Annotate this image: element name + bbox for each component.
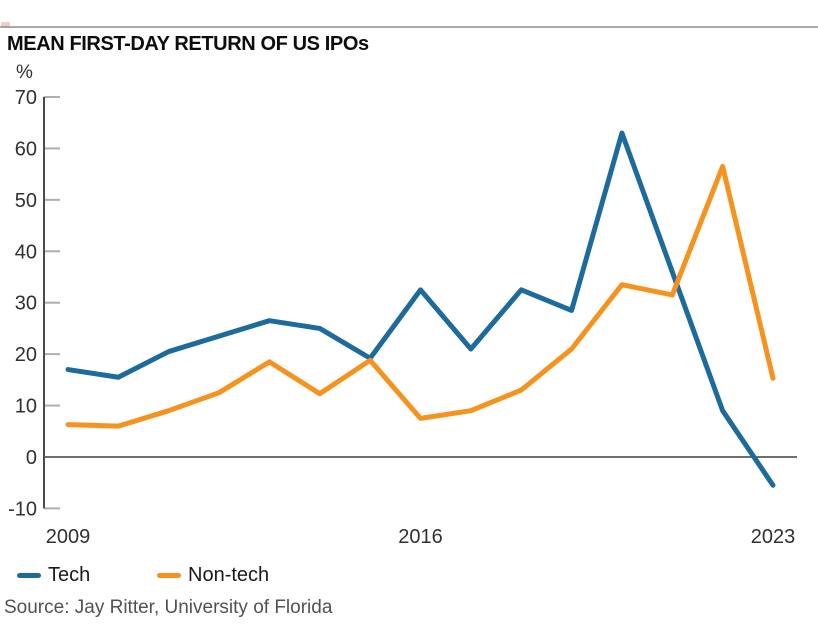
legend-item-nontech: Non-tech — [157, 563, 269, 587]
y-tick-label: 50 — [15, 190, 37, 212]
y-axis-unit-label: % — [16, 62, 33, 83]
legend-label-tech: Tech — [48, 564, 91, 586]
top-divider-rule — [0, 26, 818, 28]
tech-line — [65, 130, 776, 488]
y-tick-label: -10 — [8, 498, 37, 520]
x-tick-label: 2009 — [46, 526, 91, 548]
source-attribution: Source: Jay Ritter, University of Florid… — [4, 597, 333, 618]
x-tick-label: 2016 — [398, 526, 443, 548]
non-tech-line — [65, 163, 776, 429]
top-rule-accent — [1, 22, 10, 27]
y-tick-label: 10 — [15, 396, 37, 418]
y-tick-label: 30 — [15, 293, 37, 315]
x-tick-label: 2023 — [751, 526, 796, 548]
legend-label-nontech: Non-tech — [188, 564, 270, 586]
tech-line-swatch — [17, 572, 41, 578]
y-tick-label: 40 — [15, 241, 37, 263]
chart-title: MEAN FIRST-DAY RETURN OF US IPOs — [7, 33, 369, 55]
y-tick-label: 20 — [15, 344, 37, 366]
y-tick-label: 0 — [26, 447, 37, 469]
legend-item-tech: Tech — [17, 563, 90, 587]
y-tick-label: 60 — [15, 138, 37, 160]
chart-legend: Tech Non-tech — [0, 563, 818, 587]
nontech-line-swatch — [157, 572, 181, 578]
y-tick-label: 70 — [15, 87, 37, 109]
